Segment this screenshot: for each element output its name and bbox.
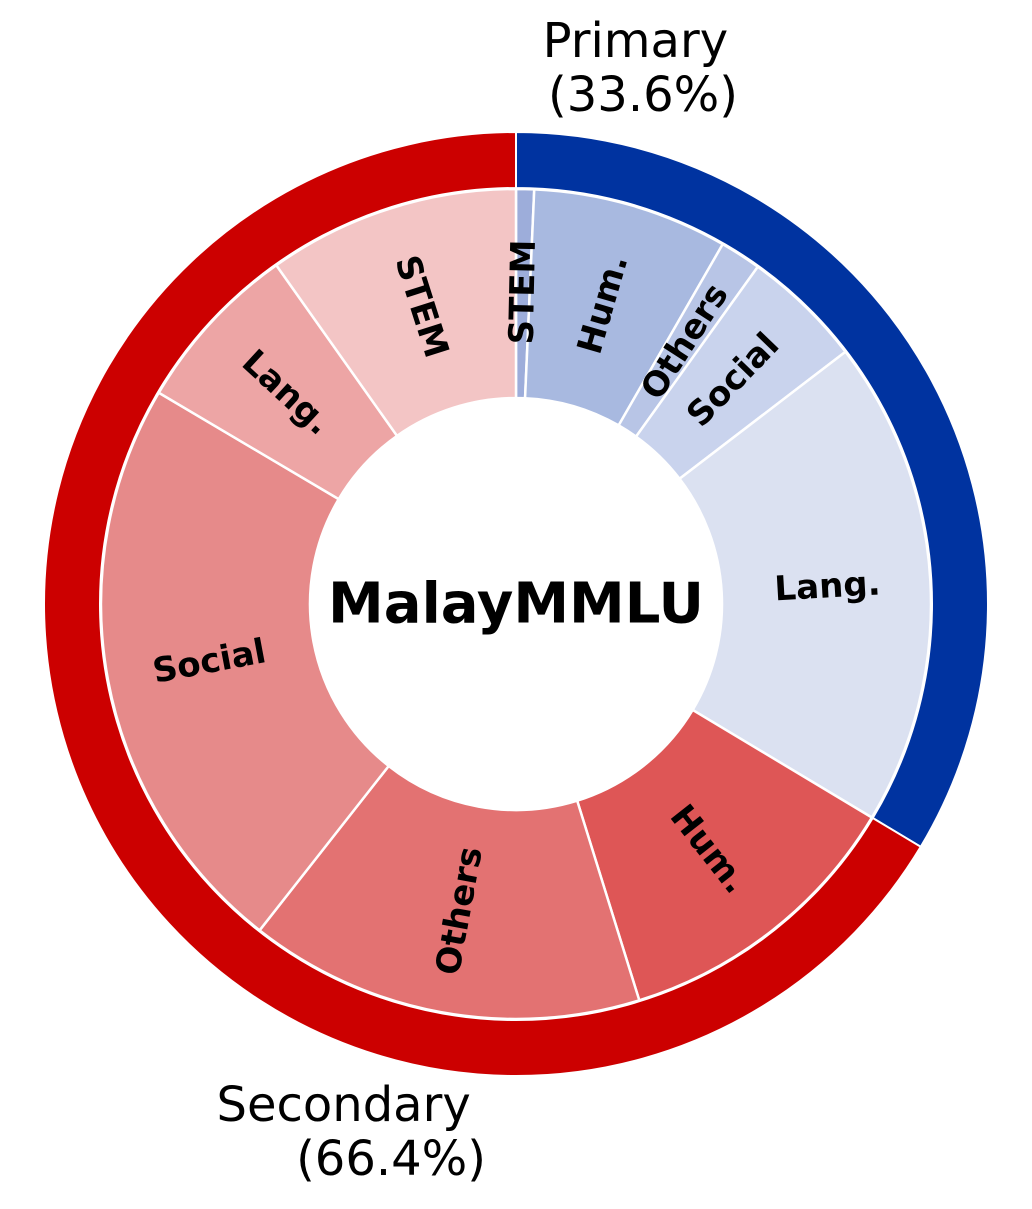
outer-label-secondary-name: Secondary	[217, 1077, 471, 1133]
outer-label-primary: Primary (33.6%)	[543, 13, 744, 123]
inner-ring	[99, 187, 933, 1021]
inner-label-primary-lang: Lang.	[773, 563, 881, 609]
outer-label-primary-percent: (33.6%)	[548, 67, 738, 123]
outer-label-primary-name: Primary	[543, 13, 728, 69]
center-hole	[310, 398, 722, 810]
chart-title: MalayMMLU	[328, 572, 704, 637]
outer-label-secondary: Secondary (66.4%)	[217, 1077, 486, 1187]
inner-label-primary-stem: STEM	[502, 239, 544, 345]
outer-label-secondary-percent: (66.4%)	[296, 1131, 486, 1187]
